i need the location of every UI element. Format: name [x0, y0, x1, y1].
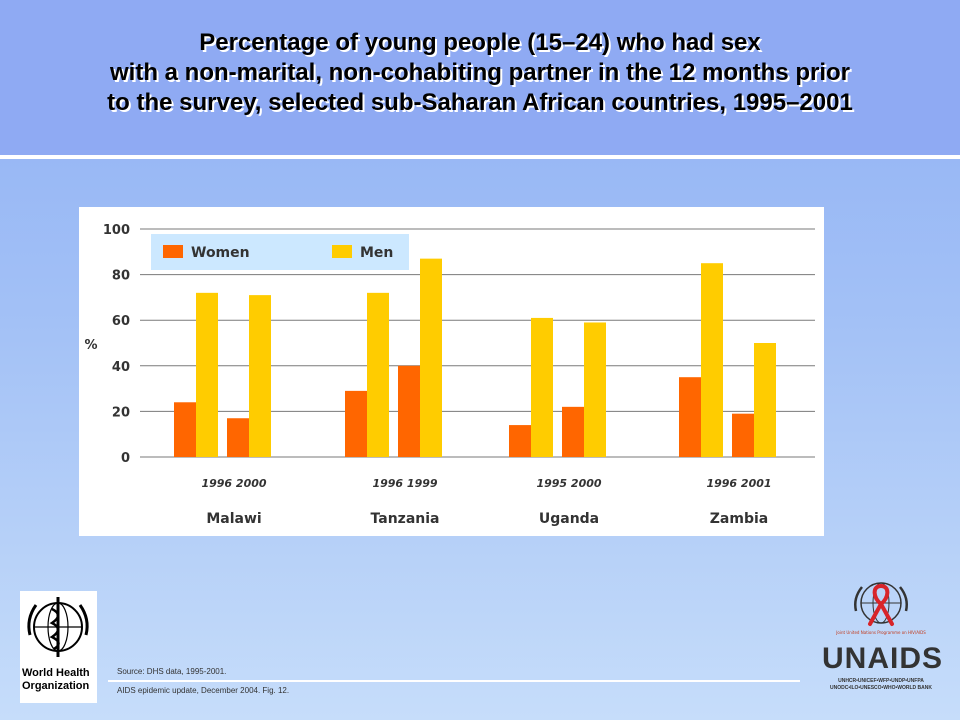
bar-men: [584, 322, 606, 457]
y-tick-label: 20: [112, 405, 130, 420]
who-logo: World Health Organization: [20, 591, 97, 703]
bar-women: [562, 406, 584, 457]
bar-women: [509, 425, 531, 457]
bar-men: [420, 258, 442, 457]
bar-chart: 0 20 40 60 80 100% Women Men 1996 2000 Malawi 1996…: [84, 223, 815, 527]
bar-women: [345, 390, 367, 457]
legend-swatch: [332, 245, 352, 258]
bar-women: [227, 418, 249, 457]
bar-women: [174, 402, 196, 457]
unaids-members-line-2: UNODC•ILO•UNESCO•WHO•WORLD BANK: [830, 685, 932, 691]
year-labels: 1995 2000: [536, 477, 601, 490]
bar-men: [196, 292, 218, 457]
bar-men: [367, 292, 389, 457]
who-wordmark: World Health Organization: [22, 667, 90, 693]
legend-box: [151, 234, 409, 270]
bar-men: [531, 317, 553, 457]
source-note: Source: DHS data, 1995-2001.: [117, 667, 227, 676]
who-emblem-icon: [27, 597, 89, 657]
chart-panel: 0 20 40 60 80 100% Women Men 1996 2000 Malawi 1996…: [79, 207, 824, 536]
bar-men: [249, 295, 271, 457]
citation-note: AIDS epidemic update, December 2004. Fig…: [117, 686, 290, 695]
title-line-3: to the survey, selected sub-Saharan Afri…: [107, 89, 853, 116]
year-labels: 1996 2000: [201, 477, 266, 490]
country-label: Malawi: [206, 511, 261, 527]
slide-title: Percentage of young people (15–24) who h…: [20, 28, 940, 118]
bar-women: [732, 413, 754, 457]
bar-women: [679, 377, 701, 457]
title-divider: [0, 155, 960, 159]
footer-divider: [108, 680, 800, 682]
country-label: Tanzania: [371, 511, 440, 527]
unaids-emblem-icon: [854, 582, 908, 626]
year-labels: 1996 2001: [706, 477, 771, 490]
y-tick-label: 100: [103, 223, 130, 238]
year-labels: 1996 1999: [372, 477, 437, 490]
y-tick-label: 80: [112, 269, 130, 284]
who-line-2: Organization: [22, 680, 90, 692]
y-tick-label: 40: [112, 360, 130, 375]
y-tick-label: 0: [121, 451, 130, 466]
y-axis-label: %: [84, 338, 97, 353]
country-label: Uganda: [539, 511, 599, 527]
legend-label: Women: [191, 245, 250, 261]
bar-women: [398, 365, 420, 457]
unaids-members-line-1: UNHCR•UNICEF•WFP•UNDP•UNFPA: [838, 678, 924, 684]
unaids-members: UNHCR•UNICEF•WFP•UNDP•UNFPA UNODC•ILO•UN…: [820, 678, 942, 692]
unaids-logo: Joint United Nations Programme on HIV/AI…: [820, 578, 942, 696]
bar-men: [754, 343, 776, 457]
legend-swatch: [163, 245, 183, 258]
country-label: Zambia: [710, 511, 768, 527]
title-line-1: Percentage of young people (15–24) who h…: [199, 29, 761, 56]
y-tick-label: 60: [112, 314, 130, 329]
title-line-2: with a non-marital, non-cohabiting partn…: [109, 59, 851, 86]
unaids-wordmark: UNAIDS: [822, 642, 944, 675]
bar-men: [701, 263, 723, 457]
unaids-tagline: Joint United Nations Programme on HIV/AI…: [836, 630, 926, 635]
title-band: [0, 0, 960, 155]
who-line-1: World Health: [22, 667, 90, 679]
legend-label: Men: [360, 245, 393, 261]
